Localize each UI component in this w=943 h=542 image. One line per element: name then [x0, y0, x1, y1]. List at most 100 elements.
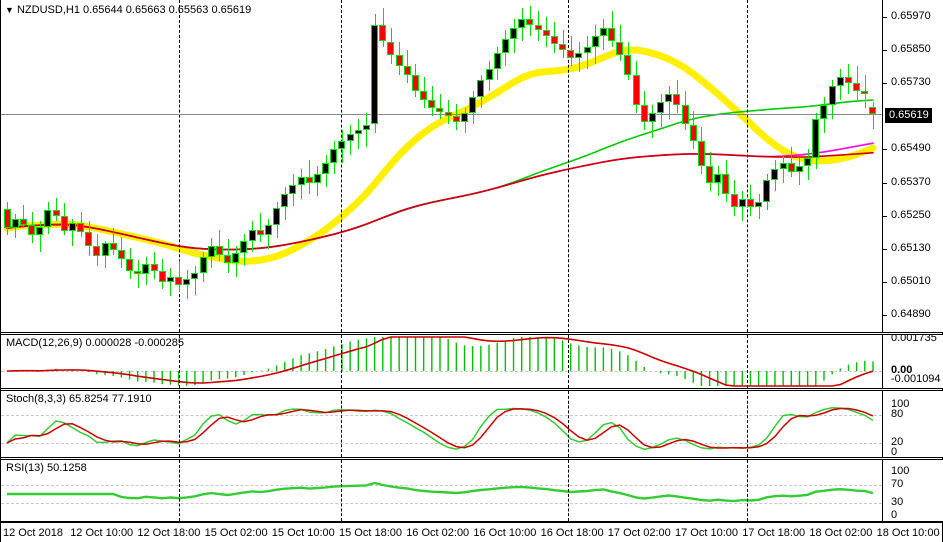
candle-body-bullish [771, 168, 778, 180]
vertical-gridline [568, 460, 569, 521]
rsi-axis: 100 70 30 0 [882, 460, 943, 521]
candle-body-bullish [829, 85, 836, 106]
stochastic-axis-label: 0 [891, 446, 898, 458]
candle-body-bearish [4, 208, 11, 229]
candle-wick [260, 213, 261, 243]
candle-body-bullish [592, 35, 599, 48]
candle-body-bearish [436, 107, 443, 113]
candle-body-bearish [551, 35, 558, 45]
candle-body-bearish [861, 91, 868, 95]
price-axis-label: 0.64890 [891, 308, 931, 321]
candle-wick [791, 146, 792, 178]
candle-body-bearish [224, 254, 231, 263]
candle-body-bearish [747, 199, 754, 208]
time-axis-label: 12 Oct 10:00 [70, 527, 134, 539]
candle-body-bearish [445, 112, 452, 117]
candle-body-bullish [739, 199, 746, 208]
rsi-plot-area[interactable] [1, 460, 882, 521]
candle-body-bullish [281, 193, 288, 208]
candle-body-bearish [396, 55, 403, 67]
vertical-gridline [747, 460, 748, 521]
ma-magenta-line [6, 142, 874, 251]
candle-body-bullish [232, 253, 239, 263]
candle-wick [873, 101, 874, 130]
candle-body-bearish [412, 74, 419, 92]
candle-wick [23, 204, 24, 229]
price-axis-tick [883, 249, 887, 250]
candle-body-bullish [167, 276, 174, 283]
candle-body-bearish [543, 30, 550, 36]
candle-body-bullish [347, 134, 354, 142]
vertical-gridline [568, 335, 569, 388]
candle-body-bearish [673, 94, 680, 106]
candle-body-bearish [722, 174, 729, 194]
candle-body-bullish [298, 177, 305, 186]
candle-wick [448, 99, 449, 125]
price-axis-label: 0.65490 [891, 142, 931, 155]
candle-body-bullish [575, 52, 582, 59]
rsi-axis-label: 100 [891, 465, 910, 477]
stochastic-axis-label: 80 [891, 407, 904, 420]
candle-body-bearish [633, 74, 640, 106]
candle-body-bullish [584, 47, 591, 53]
macd-panel: MACD(12,26,9) 0.000028 -0.000285 0.00173… [1, 334, 943, 389]
candle-body-bearish [869, 106, 876, 114]
candle-wick [195, 265, 196, 295]
candle-wick [865, 74, 866, 108]
candle-body-bearish [306, 177, 313, 183]
time-axis-label: 12 Oct 18:00 [137, 527, 201, 539]
candle-body-bullish [665, 94, 672, 103]
vertical-gridline [747, 0, 748, 332]
collapse-arrow-icon[interactable]: ▼ [5, 5, 14, 15]
candle-body-bearish [428, 99, 435, 108]
candle-body-bearish [53, 210, 60, 216]
time-axis-label: 15 Oct 02:00 [204, 527, 268, 539]
stochastic-plot-area[interactable] [1, 391, 882, 457]
candle-body-bullish [820, 105, 827, 119]
stochastic-axis-label: 100 [891, 398, 910, 410]
candle-body-bullish [183, 279, 190, 285]
vertical-gridline [747, 335, 748, 388]
candle-body-bullish [273, 207, 280, 226]
macd-axis-label: 0.001735 [891, 335, 937, 344]
candle-body-bearish [216, 246, 223, 255]
candle-body-bullish [12, 218, 19, 229]
candle-wick [179, 261, 180, 292]
time-axis-label: 15 Oct 10:00 [271, 527, 335, 539]
candle-wick [113, 228, 114, 255]
vertical-gridline [341, 335, 342, 388]
candle-body-bearish [706, 166, 713, 183]
candle-body-bullish [657, 102, 664, 114]
candle-body-bullish [249, 229, 256, 241]
current-price-line [1, 114, 882, 115]
candle-body-bullish [518, 19, 525, 28]
candle-body-bullish [69, 222, 76, 231]
time-axis-label: 16 Oct 02:00 [406, 527, 470, 539]
price-plot-area[interactable] [1, 0, 882, 332]
macd-axis-label: 0.00 [891, 364, 913, 376]
candle-wick [440, 94, 441, 119]
price-axis-label: 0.65850 [891, 42, 931, 55]
macd-series [6, 336, 874, 387]
price-axis-label: 0.65370 [891, 175, 931, 188]
candle-body-bullish [200, 257, 207, 273]
rsi-panel: RSI(13) 50.1258 100 70 30 0 [1, 459, 943, 522]
time-axis-label: 18 Oct 10:00 [876, 527, 940, 539]
symbol-ohlc-text: NZDUSD,H1 0.65644 0.65663 0.65563 0.6561… [16, 4, 252, 16]
candle-body-bearish [567, 49, 574, 59]
macd-plot-area[interactable] [1, 335, 882, 388]
candle-body-bearish [257, 229, 264, 236]
macd-zero-line [1, 371, 882, 372]
candle-body-bearish [85, 232, 92, 247]
vertical-gridline [179, 335, 180, 388]
vertical-gridline [179, 0, 180, 332]
candle-wick [56, 197, 57, 222]
price-axis-label: 0.65130 [891, 242, 931, 254]
vertical-gridline [341, 460, 342, 521]
candle-body-bearish [404, 66, 411, 75]
candle-body-bullish [240, 240, 247, 254]
candle-body-bearish [845, 77, 852, 83]
time-axis-label: 15 Oct 18:00 [339, 527, 402, 539]
candle-body-bullish [812, 118, 819, 158]
time-axis-label: 17 Oct 10:00 [675, 527, 738, 539]
